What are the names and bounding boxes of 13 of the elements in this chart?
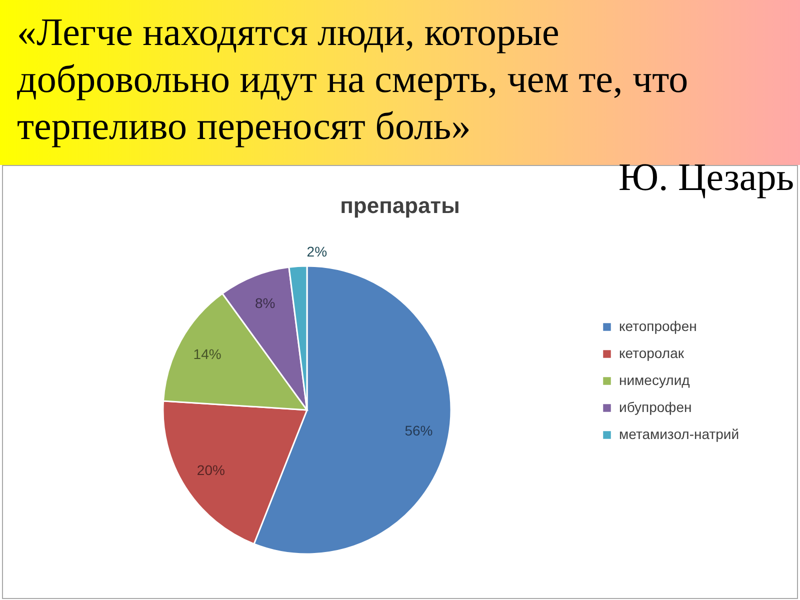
- text: «Легче находятся люди, которые добровольно идут на смерть, чем те, что терпеливо переносят боль»: [17, 10, 690, 150]
- data-label: 56%: [404, 422, 433, 438]
- data-label: 20%: [196, 462, 225, 478]
- chart-title: препараты: [340, 193, 460, 218]
- legend-label: кетопрофен: [619, 318, 697, 334]
- data-label: 2%: [306, 243, 328, 260]
- data-label: 14%: [193, 346, 222, 362]
- legend-label: метамизол-натрий: [619, 426, 740, 442]
- data-label: 8%: [255, 295, 276, 312]
- legend-label: кеторолак: [619, 345, 685, 361]
- legend-label: ибупрофен: [619, 399, 692, 415]
- text: Ю. Цезарь: [618, 156, 794, 200]
- legend-label: нимесулид: [619, 372, 690, 388]
